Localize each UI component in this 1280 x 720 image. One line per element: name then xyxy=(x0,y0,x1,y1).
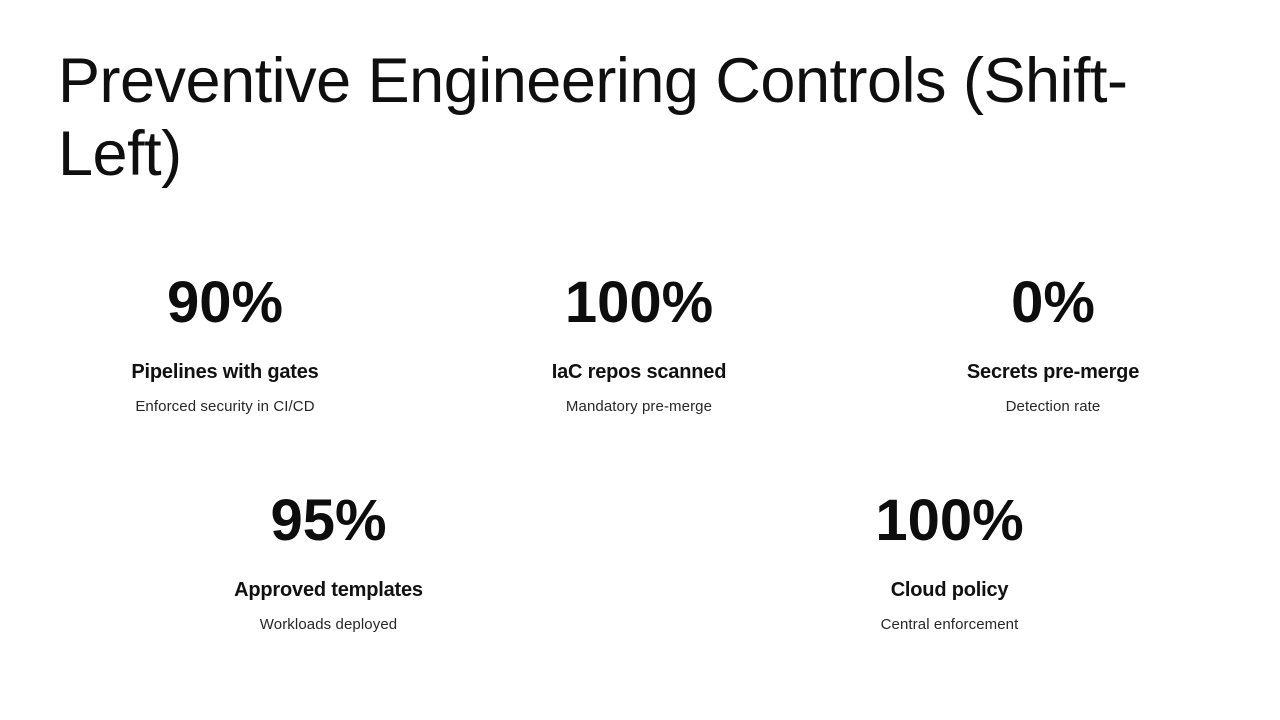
stat-description: Detection rate xyxy=(1005,398,1101,415)
stat-description: Enforced security in CI/CD xyxy=(135,398,315,415)
stat-value: 100% xyxy=(875,488,1024,553)
stat-card-pipelines-with-gates: 90% Pipelines with gates Enforced securi… xyxy=(18,268,432,416)
stat-value: 100% xyxy=(564,270,714,335)
stat-label: Approved templates xyxy=(234,579,423,601)
stat-value: 95% xyxy=(270,488,387,553)
page-title-line-2: Left) xyxy=(58,119,182,189)
stat-value: 90% xyxy=(166,270,284,335)
stat-card-approved-templates: 95% Approved templates Workloads deploye… xyxy=(18,486,639,634)
stat-description: Mandatory pre-merge xyxy=(565,398,713,415)
stat-card-secrets-pre-merge: 0% Secrets pre-merge Detection rate xyxy=(846,268,1260,416)
stat-card-iac-repos-scanned: 100% IaC repos scanned Mandatory pre-mer… xyxy=(432,268,846,416)
page-title-line-1: Preventive Engineering Controls (Shift- xyxy=(58,46,1128,116)
stat-value: 0% xyxy=(1011,270,1095,335)
stat-description: Central enforcement xyxy=(880,616,1019,633)
stats-row-top: 90% Pipelines with gates Enforced securi… xyxy=(18,268,1260,416)
stat-label: IaC repos scanned xyxy=(551,361,727,383)
stats-row-bottom: 95% Approved templates Workloads deploye… xyxy=(18,486,1260,634)
stat-label: Secrets pre-merge xyxy=(966,361,1140,383)
stat-label: Pipelines with gates xyxy=(131,361,319,383)
stat-description: Workloads deployed xyxy=(259,616,398,633)
stat-label: Cloud policy xyxy=(890,579,1009,601)
page-title: Preventive Engineering Controls (Shift- … xyxy=(58,45,1128,191)
stat-card-cloud-policy: 100% Cloud policy Central enforcement xyxy=(639,486,1260,634)
